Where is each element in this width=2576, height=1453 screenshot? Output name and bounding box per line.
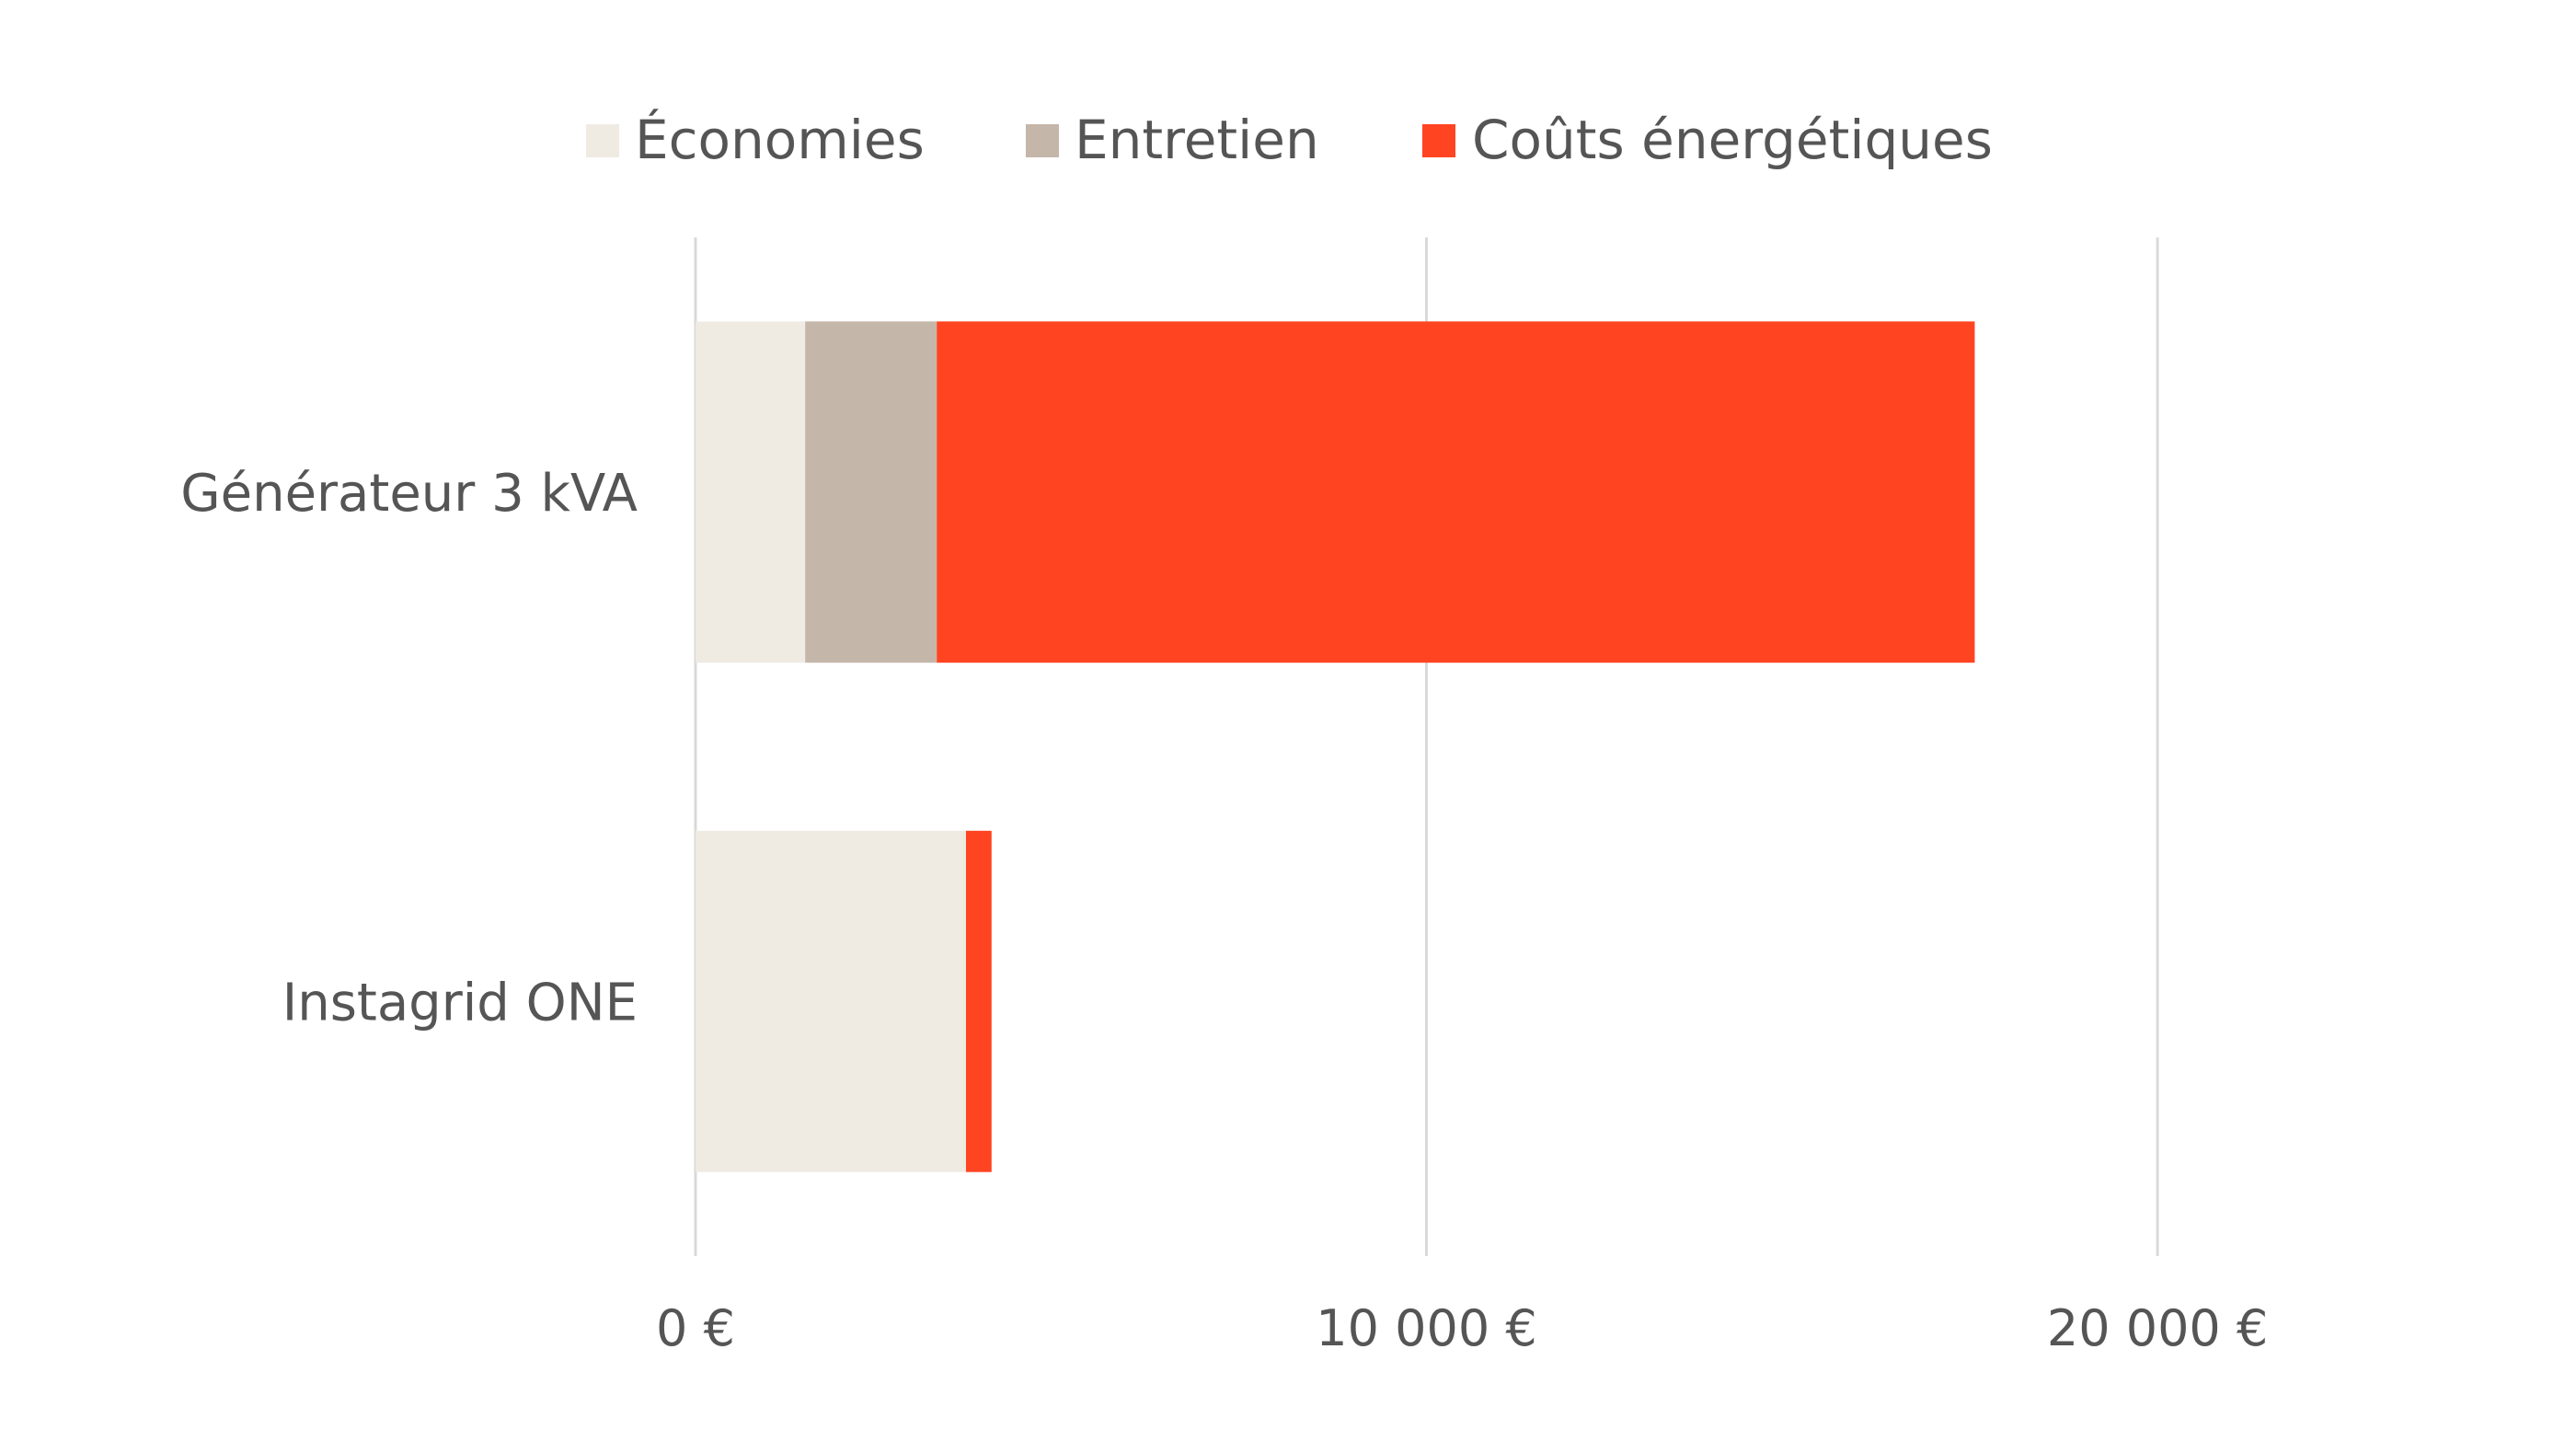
legend-label-entretien: Entretien xyxy=(1075,109,1319,171)
bars xyxy=(696,321,1975,1172)
category-label-generateur-3-kva: Générateur 3 kVA xyxy=(180,464,638,524)
legend: Économies Entretien Coûts énergétiques xyxy=(586,108,1993,171)
legend-item-couts-energetiques: Coûts énergétiques xyxy=(1422,109,1993,171)
legend-label-economies: Économies xyxy=(635,108,925,171)
legend-label-couts-energetiques: Coûts énergétiques xyxy=(1472,109,1993,171)
bar-generateur-3-kva-economies xyxy=(696,321,806,663)
legend-swatch-economies xyxy=(586,124,619,157)
bar-generateur-3-kva-couts-energetiques xyxy=(937,321,1975,663)
category-label-instagrid-one: Instagrid ONE xyxy=(282,973,638,1032)
x-tick-label-0: 0 € xyxy=(656,1299,735,1357)
bar-instagrid-one-economies xyxy=(696,830,966,1172)
x-tick-labels: 0 € 10 000 € 20 000 € xyxy=(656,1299,2268,1357)
legend-swatch-entretien xyxy=(1026,124,1059,157)
legend-item-economies: Économies xyxy=(586,108,925,171)
bar-instagrid-one-couts-energetiques xyxy=(965,830,992,1172)
legend-item-entretien: Entretien xyxy=(1026,109,1319,171)
x-tick-label-1: 10 000 € xyxy=(1316,1299,1536,1357)
legend-swatch-couts-energetiques xyxy=(1422,124,1455,157)
bar-generateur-3-kva-entretien xyxy=(805,321,937,663)
category-labels: Générateur 3 kVA Instagrid ONE xyxy=(180,464,638,1033)
x-tick-label-2: 20 000 € xyxy=(2047,1299,2268,1357)
